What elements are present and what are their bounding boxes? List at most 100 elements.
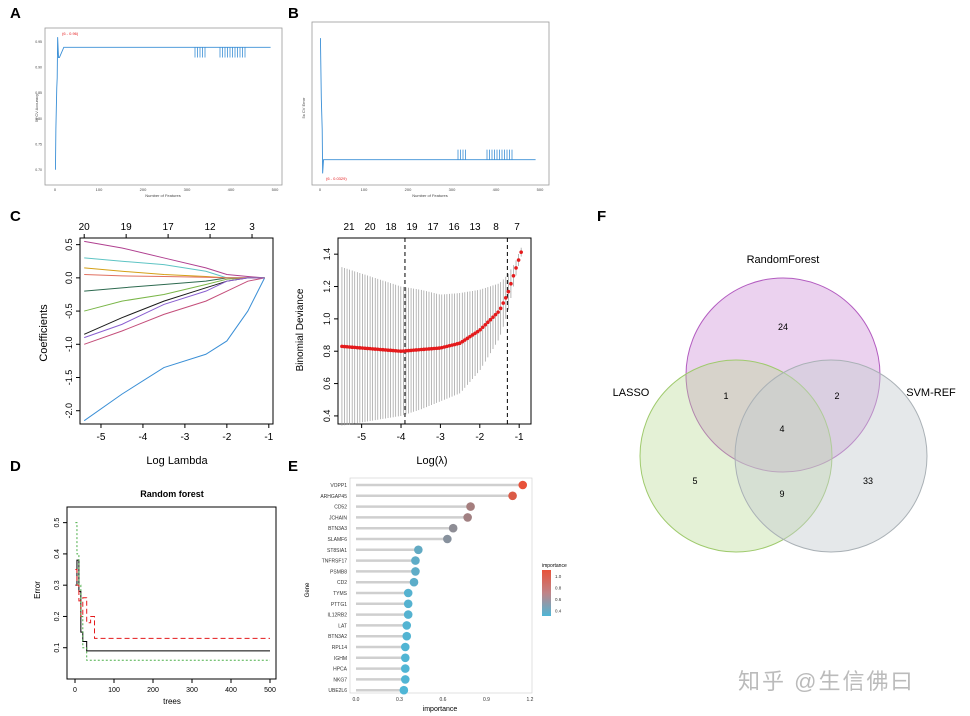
panel-c2-toptick-label: 8 (493, 222, 499, 233)
panel-c2-mean-point (486, 320, 490, 325)
panel-e-gene-label: UBE2L6 (328, 688, 347, 694)
panel-e-lollipop-point (401, 664, 410, 673)
panel-e-legend-tick-label: 1.0 (555, 574, 562, 579)
panel-c2-toptick-label: 7 (514, 222, 520, 233)
panel-c1: Coefficients Log Lambda -5 -4 -3 -2 -1 20 19 17… (38, 222, 274, 467)
panel-d-xtick-label: 500 (264, 687, 276, 694)
panel-d-ytick-label: 0.1 (54, 643, 61, 653)
panel-e-lollipop-point (401, 675, 410, 684)
panel-c2-mean-point (501, 301, 506, 305)
panel-e-xtick-label: 0.3 (396, 697, 403, 703)
panel-c2-ytick-label: 1.2 (322, 280, 332, 293)
panel-e-gene-label: PSMB8 (330, 569, 347, 575)
panel-a-ytick-label: 0.95 (35, 40, 42, 44)
panel-b-xtick-label: 400 (493, 187, 500, 192)
venn-region-all: 4 (779, 424, 784, 434)
venn-label-svm: SVM-REF (906, 387, 956, 399)
panel-d-title: Random forest (140, 489, 204, 499)
panel-b-xtick-label: 0 (319, 187, 322, 192)
panel-e-lollipop-point (403, 599, 413, 609)
panel-label-c: C (10, 208, 21, 225)
panel-c2-toptick-label: 20 (364, 222, 376, 233)
panel-e-lollipop-point (466, 502, 475, 511)
panel-b-xtick-label: 300 (449, 187, 456, 192)
panel-c1-toptick-label: 19 (121, 222, 133, 233)
panel-c2-mean-point (478, 328, 482, 332)
panel-e-gene-label: JCHAIN (329, 515, 347, 521)
panel-a-ytick-label: 0.70 (35, 168, 42, 172)
panel-c2-ytick-label: 0.6 (322, 377, 332, 390)
panel-e-plotbg (349, 477, 533, 694)
panel-e-lollipop-point (508, 491, 517, 501)
venn-region-rf-only: 24 (778, 322, 788, 332)
panel-c2-mean-point (498, 306, 503, 311)
panel-b-error-line (319, 38, 536, 174)
panel-e-legend-tick-label: 0.8 (555, 586, 562, 591)
panel-e-lollipop-point (403, 610, 413, 619)
panel-e-gene-label: TNFRSF17 (322, 559, 348, 565)
panel-c2-mean-point (511, 274, 516, 278)
panel-c2-mean-point (509, 281, 513, 286)
panel-d: Random forest Error trees 0 100 200 300 400 5… (33, 489, 277, 706)
panel-c1-coef-path (83, 277, 266, 422)
venn-region-lasso-rf: 1 (723, 391, 728, 401)
panel-c2-mean-point (460, 339, 465, 344)
panel-e-gene-label: HPCA (333, 667, 348, 673)
panel-c1-coef-path (84, 277, 265, 339)
panel-c2-ytick-label: 0.8 (322, 345, 332, 358)
panel-a-accuracy-line (54, 37, 271, 170)
panel-label-b: B (288, 5, 299, 22)
panel-c2-toptick-label: 18 (385, 222, 397, 233)
panel-a-ytick-label: 0.80 (35, 117, 42, 121)
panel-b-xlabel: Number of Features (412, 193, 448, 198)
panel-c2-mean-point (399, 349, 403, 354)
panel-e-legend-tick-label: 0.6 (555, 597, 562, 602)
panel-c2-toptick-label: 13 (469, 222, 481, 233)
venn-svm-circle (734, 359, 928, 553)
panel-e-gene-label: RPL14 (332, 645, 348, 651)
panel-a-ytick-label: 0.90 (35, 66, 42, 70)
panel-c2-toptick-label: 21 (343, 222, 355, 233)
panel-c1-ytick-label: -1.0 (64, 337, 74, 353)
panel-c1-coef-path (84, 277, 265, 312)
panel-e-lollipop-point (401, 642, 410, 652)
panel-c1-ytick-label: -0.5 (64, 303, 74, 319)
venn-region-svm-only: 33 (863, 476, 873, 486)
panel-c2-toptick-label: 17 (427, 222, 439, 233)
panel-c2-ytick-label: 1.4 (322, 248, 332, 261)
panel-e-lollipop-point (399, 685, 409, 695)
panel-c1-xtick-label: -2 (222, 432, 231, 443)
panel-c2-mean-point (496, 310, 500, 314)
panel-e-gene-label: BTN3A3 (328, 526, 347, 532)
panel-d-xlabel: trees (163, 697, 181, 706)
panel-c2-mean-point (514, 266, 518, 270)
panel-e-lollipop-point (403, 588, 413, 598)
panel-c2-mean-point (483, 322, 488, 327)
panel-e-lollipop-point (414, 545, 423, 555)
panel-c1-ytick-label: -2.0 (64, 403, 74, 419)
panel-c2-mean-point (475, 329, 480, 334)
panel-b-xtick-label: 200 (405, 187, 412, 192)
panel-c1-toptick-label: 17 (163, 222, 175, 233)
panel-c1-coef-path (84, 277, 265, 345)
panel-d-xtick-label: 300 (186, 687, 198, 694)
panel-c1-xtick-label: -3 (180, 432, 189, 443)
panel-c2-xtick-label: -3 (436, 432, 445, 443)
panel-c1-xtick-label: -1 (264, 432, 273, 443)
panel-c1-xtick-label: -4 (138, 432, 147, 443)
panel-a-ytick-label: 0.85 (35, 91, 42, 95)
panel-e-legend-colorbar (542, 570, 551, 616)
panel-c2-xtick-label: -4 (397, 432, 406, 443)
panel-c2-mean-point (503, 296, 508, 300)
panel-e-gene-label: ST8SIA1 (327, 548, 347, 554)
panel-c2-xtick-label: -2 (475, 432, 484, 443)
panel-d-ytick-label: 0.5 (54, 518, 61, 528)
panel-b-xtick-label: 500 (537, 187, 544, 192)
panel-e-lollipop-point (409, 577, 419, 587)
panel-label-a: A (10, 5, 21, 22)
panel-c2-mean-point (463, 338, 467, 342)
panel-e-gene-label: VOPP1 (330, 483, 347, 489)
panel-e-lollipop-point (443, 534, 452, 544)
panel-c2-frame (337, 237, 532, 425)
